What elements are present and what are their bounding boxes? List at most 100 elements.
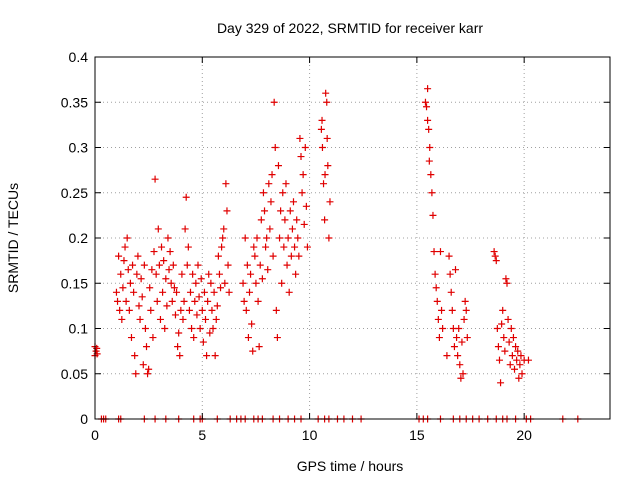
data-point <box>424 116 432 124</box>
data-point <box>512 343 520 351</box>
data-point <box>436 248 444 256</box>
data-point <box>205 270 213 278</box>
data-point <box>427 171 435 179</box>
data-point <box>453 334 461 342</box>
data-point <box>294 234 302 242</box>
data-point <box>138 293 146 301</box>
data-point <box>291 243 299 251</box>
data-point <box>214 252 222 260</box>
data-point <box>209 325 217 332</box>
x-axis-label: GPS time / hours <box>297 458 404 474</box>
data-point <box>162 275 170 283</box>
data-point <box>428 189 436 197</box>
data-point <box>295 252 303 260</box>
data-point <box>215 270 223 278</box>
data-point <box>150 248 158 256</box>
data-point <box>115 252 123 260</box>
data-point <box>180 297 188 305</box>
data-point <box>147 306 155 314</box>
data-point <box>455 325 463 332</box>
data-point <box>431 270 439 278</box>
data-point <box>276 234 284 242</box>
data-point <box>240 297 248 305</box>
data-point <box>141 325 149 332</box>
data-point <box>197 275 205 283</box>
data-point <box>217 284 225 292</box>
data-point <box>506 361 514 369</box>
plot-frame <box>94 56 611 420</box>
data-point <box>188 325 196 332</box>
data-point <box>504 315 512 323</box>
data-point <box>271 144 279 151</box>
data-point <box>456 361 464 369</box>
data-point <box>259 189 267 197</box>
data-point <box>118 315 126 323</box>
data-point <box>279 189 287 197</box>
data-point <box>300 220 308 228</box>
data-point <box>445 252 453 260</box>
data-point <box>433 297 441 305</box>
data-point <box>208 306 216 314</box>
data-point <box>278 279 286 287</box>
data-point <box>173 288 181 296</box>
data-point <box>182 193 190 201</box>
data-point <box>272 306 280 314</box>
data-point <box>198 306 206 314</box>
data-point <box>248 320 256 328</box>
data-point <box>435 334 443 342</box>
data-point <box>282 180 290 188</box>
data-point <box>517 352 525 360</box>
data-point <box>154 225 162 233</box>
data-point <box>301 144 309 151</box>
data-point <box>438 306 446 314</box>
data-point <box>257 216 265 224</box>
data-point <box>192 279 200 287</box>
data-point <box>116 306 124 314</box>
data-point <box>494 343 502 351</box>
data-point <box>288 225 296 233</box>
data-point <box>286 207 294 215</box>
data-point <box>195 293 203 301</box>
data-point <box>189 270 197 278</box>
data-points <box>91 85 582 423</box>
data-point <box>501 347 509 355</box>
data-point <box>253 234 261 242</box>
data-point <box>430 248 438 256</box>
data-point <box>284 234 292 242</box>
grid-layer <box>95 57 610 419</box>
data-point <box>250 243 258 251</box>
data-point <box>505 338 513 346</box>
data-point <box>452 266 459 274</box>
data-point <box>320 180 328 188</box>
data-point <box>152 270 160 278</box>
data-point <box>249 347 257 355</box>
data-point <box>423 103 431 111</box>
data-point <box>135 302 143 310</box>
data-point <box>432 284 440 292</box>
data-point <box>206 329 214 337</box>
data-point <box>181 225 189 233</box>
data-point <box>221 279 229 287</box>
data-point <box>146 284 154 292</box>
data-point <box>196 325 204 332</box>
data-point <box>270 98 278 106</box>
data-point <box>524 356 532 364</box>
data-point <box>203 352 211 360</box>
data-point <box>425 157 433 165</box>
x-tick-label: 0 <box>91 427 99 443</box>
y-tick-label: 0.3 <box>69 140 89 156</box>
data-point <box>324 162 332 170</box>
x-tick-label: 5 <box>198 427 206 443</box>
data-point <box>139 361 147 369</box>
data-point <box>491 252 499 260</box>
data-point <box>323 98 331 106</box>
data-point <box>265 180 273 188</box>
data-point <box>296 134 304 142</box>
data-point <box>283 261 291 269</box>
data-point <box>184 243 192 251</box>
y-tick-label: 0.25 <box>61 185 88 201</box>
data-point <box>121 243 129 251</box>
data-point <box>425 125 433 133</box>
data-point <box>490 248 498 256</box>
data-point <box>137 275 145 283</box>
